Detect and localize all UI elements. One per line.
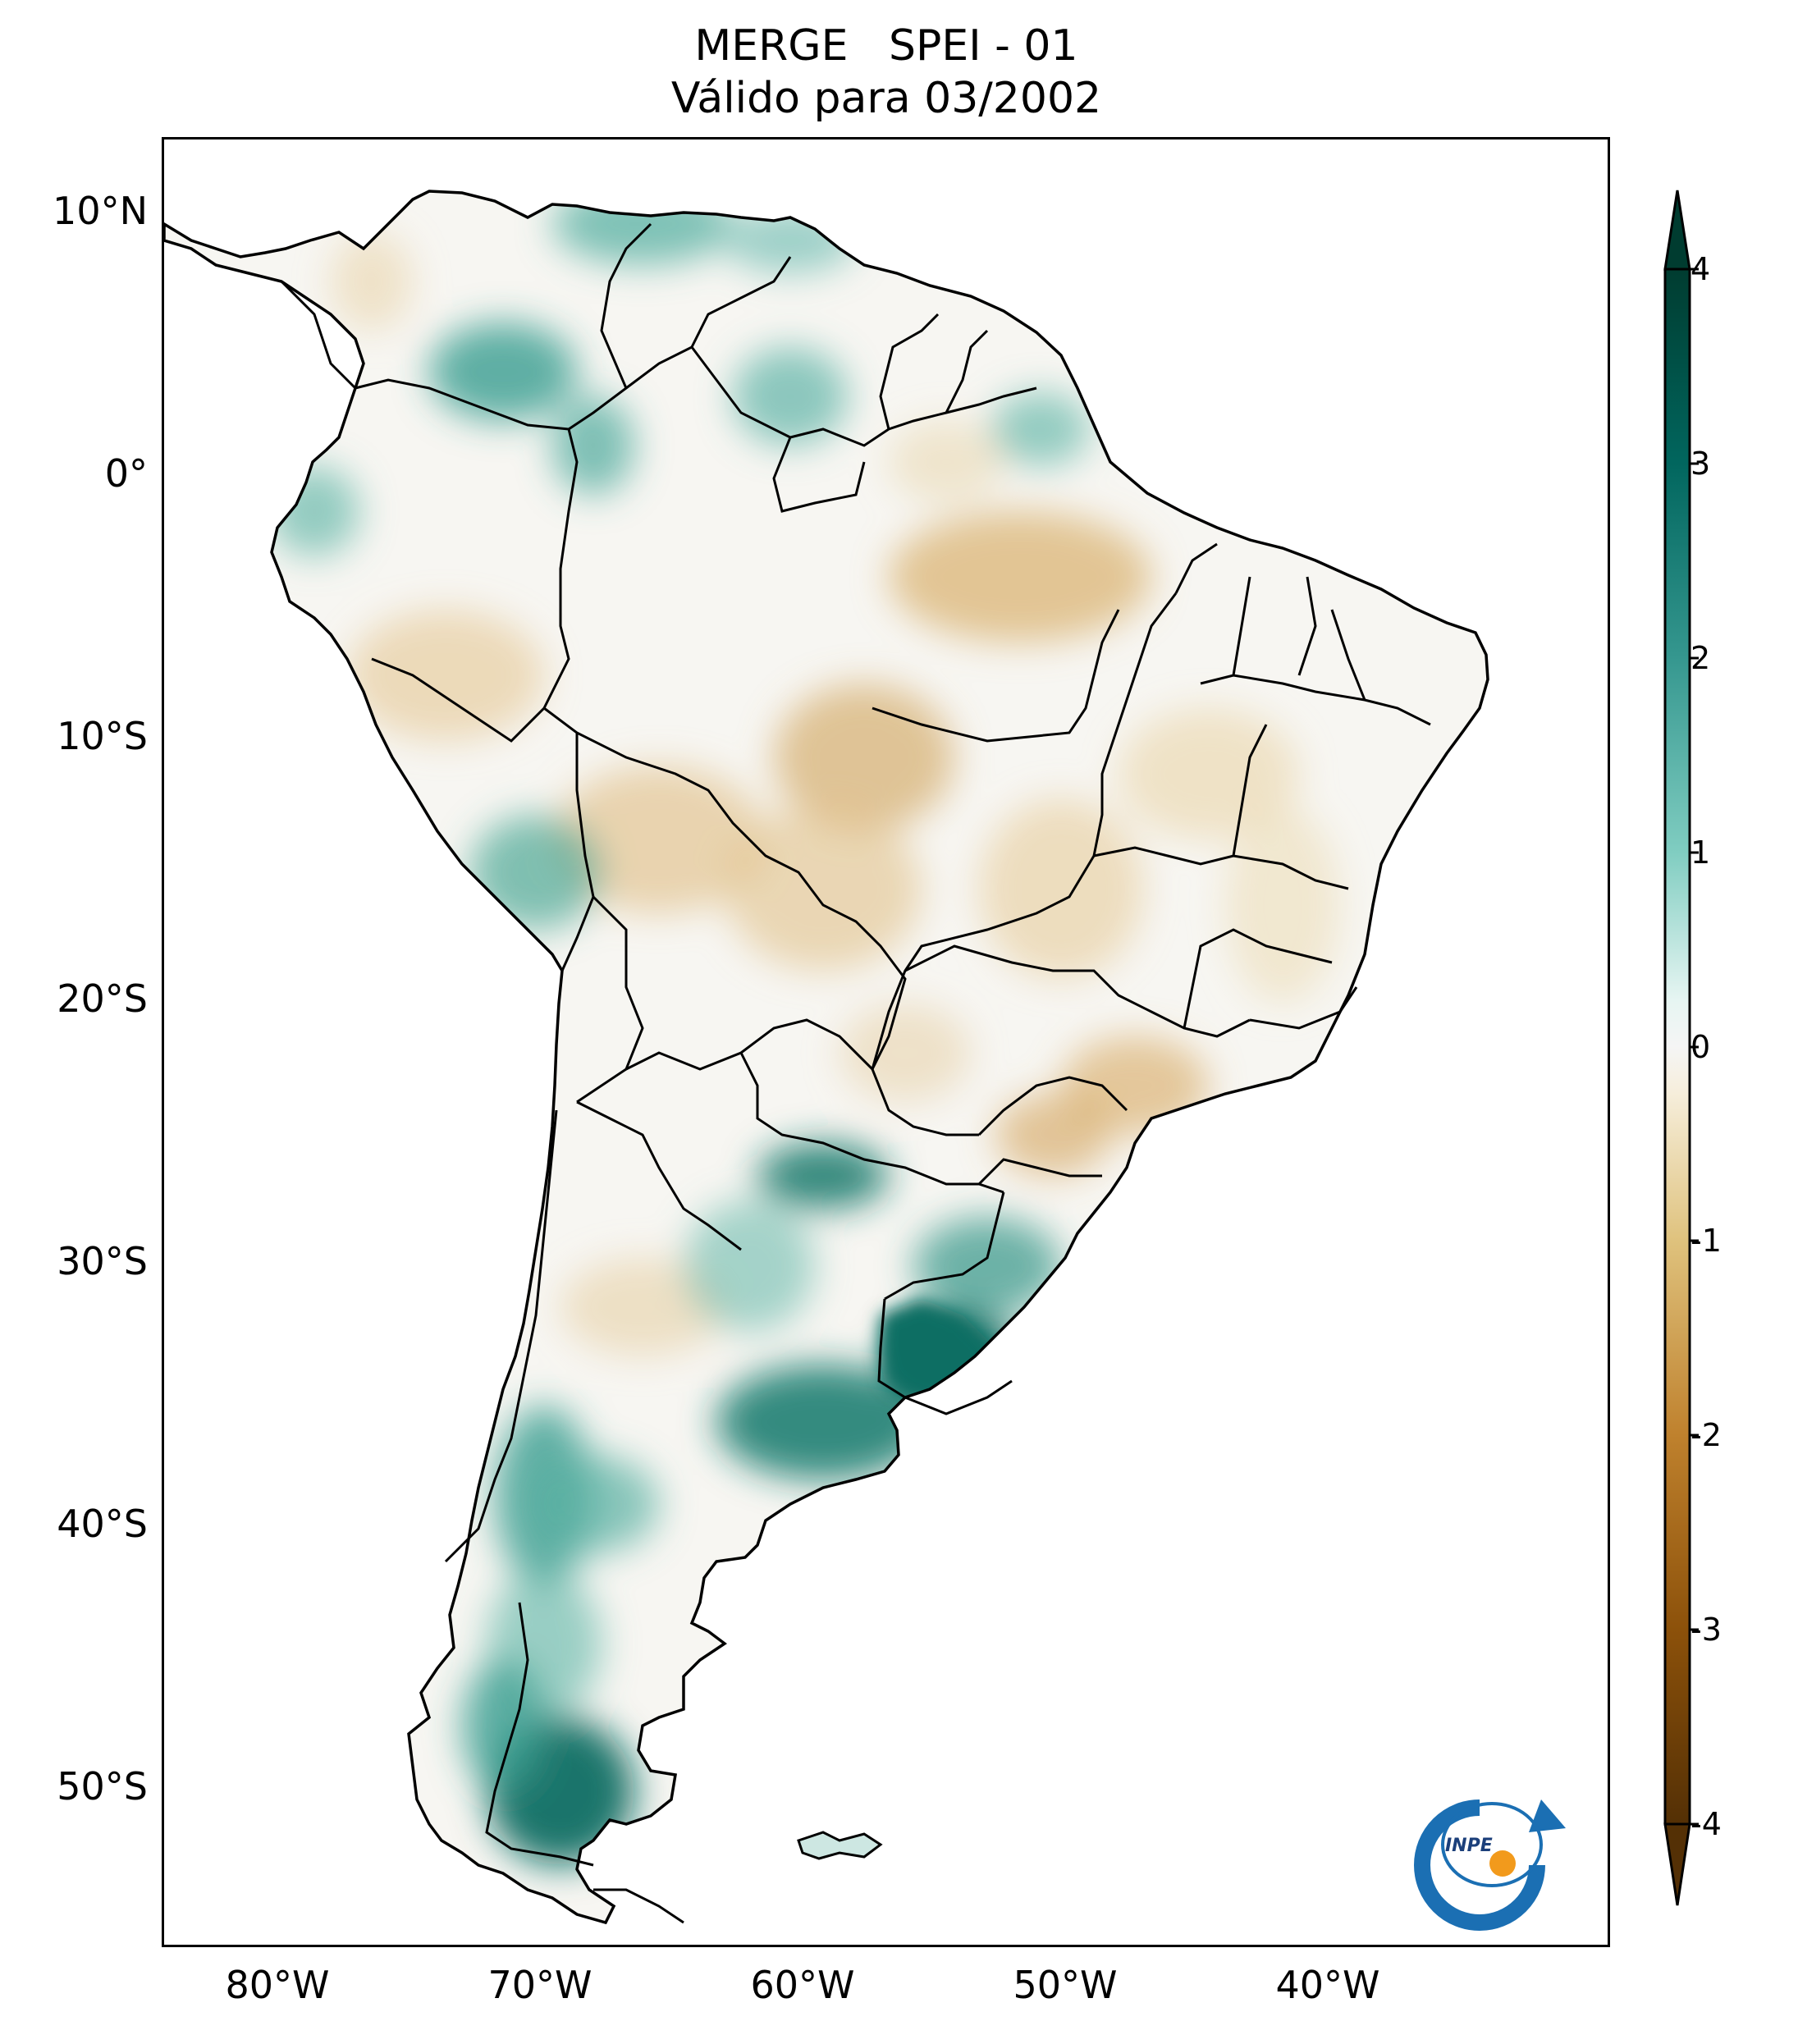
lon-label-60w: 60°W — [750, 1963, 855, 2007]
colorbar-tick-0: 0 — [1690, 1029, 1711, 1065]
spei-field — [269, 191, 1340, 1865]
lat-label-50s: 50°S — [57, 1764, 148, 1809]
inpe-logo-text: INPE — [1445, 1836, 1493, 1856]
colorbar-tick-3: 3 — [1690, 446, 1711, 482]
lon-label-80w: 80°W — [225, 1963, 330, 2007]
colorbar-tick-4: 4 — [1690, 251, 1711, 287]
colorbar-tick-minus3: -3 — [1690, 1612, 1722, 1648]
map-panel: INPE — [162, 137, 1610, 1947]
lat-label-20s: 20°S — [57, 976, 148, 1021]
lat-label-10s: 10°S — [57, 714, 148, 758]
inpe-logo-icon: INPE — [1414, 1799, 1566, 1931]
colorbar-tick-1: 1 — [1690, 835, 1711, 871]
colorbar-lower-extend — [1663, 1822, 1691, 1906]
lon-label-50w: 50°W — [1013, 1963, 1118, 2007]
map-title: MERGE SPEI - 01 — [694, 21, 1078, 71]
lat-label-0: 0° — [104, 451, 148, 496]
colorbar-upper-extend — [1663, 190, 1691, 271]
lon-label-70w: 70°W — [487, 1963, 592, 2007]
lat-label-10n: 10°N — [53, 189, 148, 233]
falklands-island — [797, 1831, 883, 1860]
colorbar-gradient — [1663, 268, 1691, 1826]
lat-label-30s: 30°S — [57, 1239, 148, 1283]
colorbar-tick-minus4: -4 — [1690, 1806, 1722, 1842]
political-borders — [280, 222, 1431, 1924]
lat-label-40s: 40°S — [57, 1502, 148, 1546]
colorbar-tick-minus2: -2 — [1690, 1417, 1722, 1453]
colorbar-tick-minus1: -1 — [1690, 1223, 1722, 1259]
land-base — [164, 191, 1488, 1923]
colorbar-tick-2: 2 — [1690, 640, 1711, 676]
lon-label-40w: 40°W — [1275, 1963, 1380, 2007]
map-canvas: INPE — [164, 190, 1566, 1931]
map-subtitle: Válido para 03/2002 — [670, 74, 1102, 123]
